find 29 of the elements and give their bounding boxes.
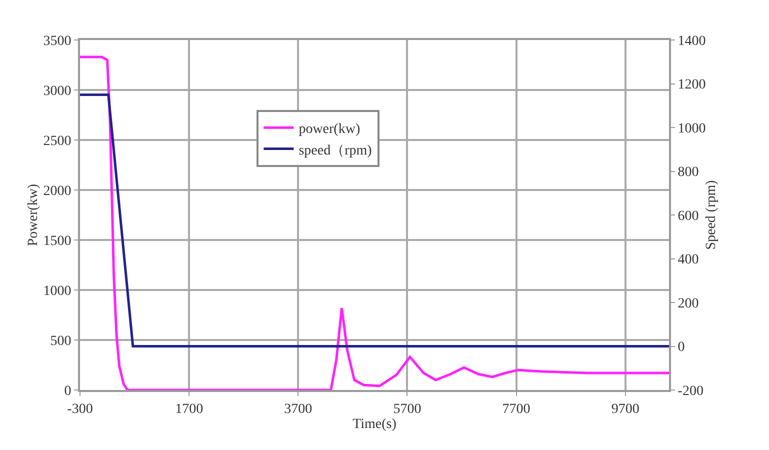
y2-tick-label: 0 <box>678 340 685 356</box>
x-tick-label: 7700 <box>502 402 530 417</box>
y2-tick-label: 800 <box>678 165 699 180</box>
y2-tick-label: 1400 <box>678 34 706 49</box>
x-tick-label: -300 <box>67 402 93 417</box>
x-tick-label: 1700 <box>175 402 204 417</box>
y2-tick-label: -200 <box>678 384 704 399</box>
y-tick-label: 1500 <box>43 234 72 249</box>
x-tick-label: 9700 <box>611 402 640 417</box>
legend-label: power(kw) <box>298 122 360 138</box>
y-tick-label: 3500 <box>43 34 72 49</box>
y-tick-label: 1000 <box>43 284 72 299</box>
y-tick-label: 0 <box>64 384 72 399</box>
x-axis-title: Time(s) <box>352 416 397 432</box>
y-axis-title: Power(kw) <box>26 184 42 246</box>
y-tick-label: 2500 <box>43 134 72 149</box>
y-tick-label: 3000 <box>43 84 72 99</box>
x-tick-label: 5700 <box>393 402 422 417</box>
y2-tick-label: 1200 <box>678 78 706 93</box>
y2-tick-label: 600 <box>678 208 699 224</box>
y2-axis-title: Speed (rpm) <box>704 180 719 250</box>
x-tick-label: 3700 <box>284 402 312 417</box>
y2-tick-label: 1000 <box>678 121 706 136</box>
y2-tick-label: 200 <box>678 296 699 312</box>
legend-label: speed（rpm) <box>298 143 372 158</box>
y-tick-label: 500 <box>50 334 72 349</box>
y2-tick-label: 400 <box>678 252 699 268</box>
y-tick-label: 2000 <box>43 184 72 199</box>
line-series <box>80 56 669 390</box>
